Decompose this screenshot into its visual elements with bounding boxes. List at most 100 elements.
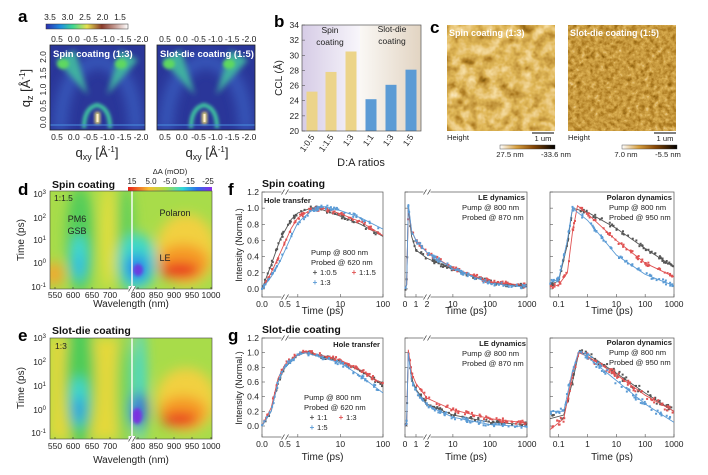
afm-cbar-max: -5.5 nm [655,150,681,159]
data-point [660,403,663,406]
data-point [270,259,273,262]
data-point [283,243,286,246]
x-axis-label: Time (ps) [302,452,344,463]
data-point [293,217,296,220]
data-point [519,282,522,285]
y-tick-label: 0.4 [247,392,259,402]
data-point [587,214,590,217]
data-point [558,276,561,279]
ratio-label: 1:3 [55,341,67,351]
data-point [293,221,296,224]
data-point [477,422,480,425]
data-point [621,373,624,376]
data-point [559,407,562,410]
data-point [597,363,600,366]
data-point [289,362,292,365]
data-point [586,357,589,360]
x-tick-label: 900 [167,290,181,300]
data-point [635,393,638,396]
data-point [450,417,453,420]
x-tick-label: 850 [149,441,163,451]
data-point [328,211,331,214]
data-point [566,400,569,403]
axis-break-mark [128,436,132,442]
data-point [485,418,488,421]
x-tick-label: 1 [295,439,300,449]
data-point [613,374,616,377]
data-point [291,232,293,235]
data-point [473,419,476,422]
data-point [627,379,630,382]
data-point [567,237,570,240]
data-point [561,409,564,412]
x-tick-label: 550 [48,290,62,300]
data-point [652,397,655,400]
data-point [314,206,317,209]
kinetics-ylabel: Intensity (Normal.) [234,351,244,425]
data-point [308,350,311,353]
data-point [300,210,303,213]
data-point [411,384,414,387]
data-point [497,423,500,426]
data-point [267,279,270,282]
data-point [627,234,630,237]
data-point [553,285,556,288]
ccl-bar-chart: 20 22 24 26 28 30 32 34 1:0.5 1:1.5 1:3 1:1 1:3 1:5 S… [272,20,422,169]
data-point [307,351,310,354]
pump-label: Pump @ 800 nm [609,203,666,212]
data-point [309,207,312,210]
data-point [623,378,626,381]
y-tick-label: 1.0 [38,83,48,95]
x-tick-label: -1.5 [225,132,240,142]
data-point [660,413,663,416]
data-point [594,213,597,216]
data-point [337,208,340,211]
data-point [594,362,597,365]
data-point [479,277,482,280]
polaron-label: Polaron [159,208,190,218]
data-point [665,414,668,417]
data-point [457,410,460,413]
data-point [301,215,304,218]
data-point [489,279,492,282]
data-point [627,388,630,391]
data-point [625,386,628,389]
data-point [352,212,355,215]
y-tick-label: 1.0 [247,203,259,213]
x-axis-label: Time (ps) [591,306,633,317]
data-point [271,405,274,408]
data-point [610,235,613,238]
data-point [366,380,369,383]
data-point [332,355,335,358]
data-point [581,208,584,211]
x-tick-label: -1.0 [208,34,223,44]
data-point [466,418,469,421]
data-point [549,412,552,415]
data-point [333,359,336,362]
legend-marker: + [339,413,344,422]
data-point [351,220,354,223]
data-point [488,278,491,281]
data-point [572,366,575,369]
data-point [412,376,415,379]
data-point [285,238,288,241]
data-point [659,268,662,271]
data-point [349,216,352,219]
data-point [524,284,527,287]
data-point [563,253,566,256]
colorbar-tick: 2.0 [97,12,109,22]
data-point [370,228,373,231]
x-tick-label: 0.5 [159,34,171,44]
data-point [629,249,632,252]
data-point [328,207,331,210]
data-point [376,389,379,392]
data-point [497,419,500,422]
x-tick-label: 1000 [665,299,684,309]
data-point [567,399,570,402]
data-point [571,228,574,231]
scale-bar-label: 1 um [657,134,674,143]
axis-break-mark [427,189,431,195]
data-point [439,407,442,410]
data-point [658,278,661,281]
data-point [549,284,552,287]
